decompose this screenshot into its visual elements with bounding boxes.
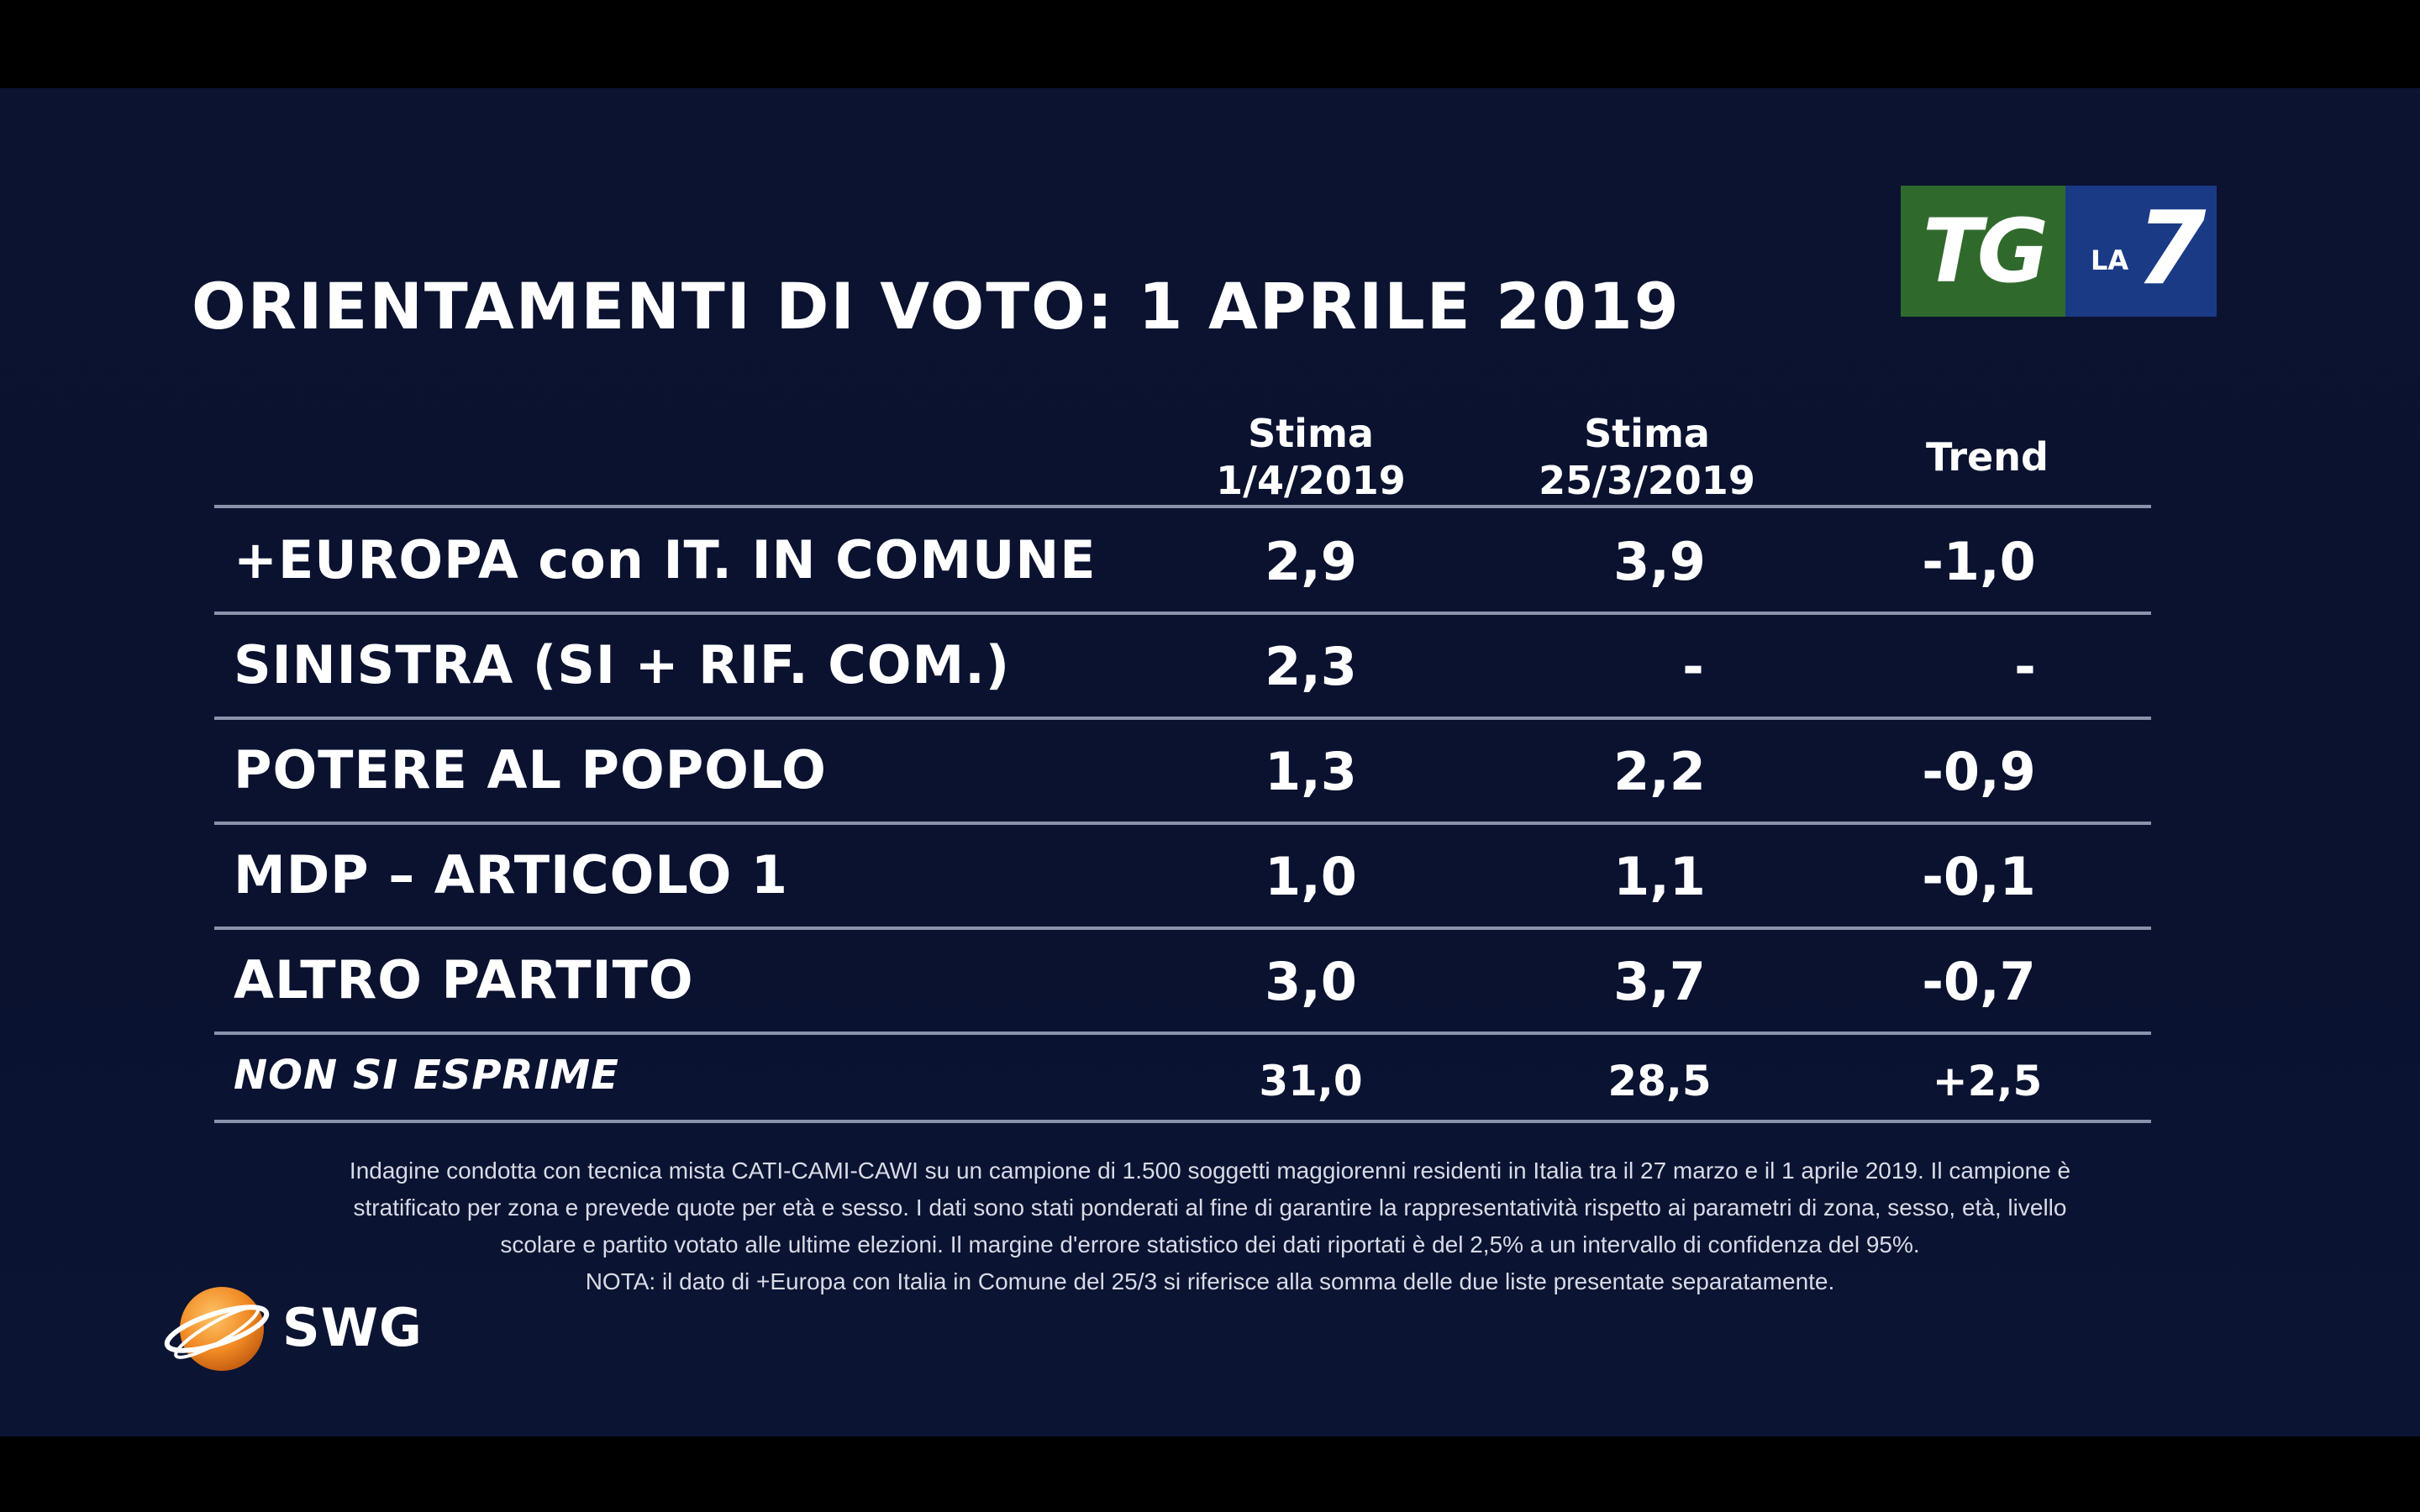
- swg-logo: SWG: [161, 1277, 423, 1378]
- table-rule: [214, 717, 2151, 720]
- cell-mdp-trend: -0,1: [1922, 846, 2036, 907]
- footnote-line: Indagine condotta con tecnica mista CATI…: [349, 1158, 2071, 1184]
- cell-altro-stima-1-4: 3,0: [1265, 951, 1357, 1012]
- column-header-stima-25-3: Stima 25/3/2019: [1521, 410, 1773, 504]
- footnote-line: NOTA: il dato di +Europa con Italia in C…: [585, 1268, 1835, 1294]
- cell-sinistra-trend: -: [2014, 636, 2036, 697]
- column-header-line1: Stima: [1248, 411, 1374, 456]
- row-label-europa: +EUROPA con IT. IN COMUNE: [234, 529, 1097, 591]
- column-header-line2: 25/3/2019: [1539, 458, 1755, 503]
- seven-text: 7: [2136, 191, 2207, 307]
- table-rule: [214, 612, 2151, 615]
- cell-potere-stima-25-3: 2,2: [1613, 741, 1706, 802]
- swg-globe-icon: [161, 1277, 277, 1378]
- cell-potere-stima-1-4: 1,3: [1265, 741, 1357, 802]
- cell-non-si-esprime-trend: +2,5: [1932, 1057, 2043, 1105]
- table-rule: [214, 927, 2151, 930]
- tg-la7-logo: TG LA 7: [1901, 186, 2217, 317]
- cell-potere-trend: -0,9: [1922, 741, 2036, 802]
- cell-altro-trend: -0,7: [1922, 951, 2036, 1012]
- cell-europa-stima-25-3: 3,9: [1613, 531, 1706, 592]
- column-header-stima-1-4: Stima 1/4/2019: [1185, 410, 1437, 504]
- footnote-line: stratificato per zona e prevede quote pe…: [353, 1194, 2067, 1221]
- row-label-potere-al-popolo: POTERE AL POPOLO: [234, 739, 827, 801]
- row-label-sinistra: SINISTRA (SI + RIF. COM.): [234, 634, 1011, 696]
- table-rule: [214, 1120, 2151, 1123]
- footnote-line: scolare e partito votato alle ultime ele…: [500, 1231, 1920, 1257]
- la-text: LA: [2091, 244, 2129, 276]
- cell-non-si-esprime-stima-1-4: 31,0: [1259, 1057, 1363, 1105]
- column-header-line2: 1/4/2019: [1216, 458, 1406, 503]
- page-title: ORIENTAMENTI DI VOTO: 1 APRILE 2019: [192, 269, 1681, 344]
- row-label-non-si-esprime: NON SI ESPRIME: [234, 1052, 619, 1099]
- cell-europa-trend: -1,0: [1922, 531, 2036, 592]
- cell-mdp-stima-25-3: 1,1: [1613, 846, 1706, 907]
- column-header-trend: Trend: [1861, 433, 2113, 480]
- cell-altro-stima-25-3: 3,7: [1613, 951, 1706, 1012]
- column-header-line1: Trend: [1926, 434, 2049, 480]
- table-rule: [214, 505, 2151, 508]
- table-rule: [214, 822, 2151, 825]
- row-label-mdp: MDP – ARTICOLO 1: [234, 844, 789, 906]
- tg-logo-green: TG: [1901, 186, 2065, 317]
- methodology-footnote: Indagine condotta con tecnica mista CATI…: [193, 1152, 2227, 1300]
- column-header-line1: Stima: [1584, 411, 1710, 456]
- swg-brand-name: SWG: [282, 1296, 423, 1358]
- row-label-altro-partito: ALTRO PARTITO: [234, 949, 694, 1011]
- cell-mdp-stima-1-4: 1,0: [1265, 846, 1357, 907]
- cell-non-si-esprime-stima-25-3: 28,5: [1607, 1057, 1712, 1105]
- cell-europa-stima-1-4: 2,9: [1265, 531, 1357, 592]
- cell-sinistra-stima-25-3: -: [1682, 636, 1704, 697]
- la7-logo-blue: LA 7: [2065, 186, 2217, 317]
- table-rule: [214, 1032, 2151, 1035]
- cell-sinistra-stima-1-4: 2,3: [1265, 636, 1357, 697]
